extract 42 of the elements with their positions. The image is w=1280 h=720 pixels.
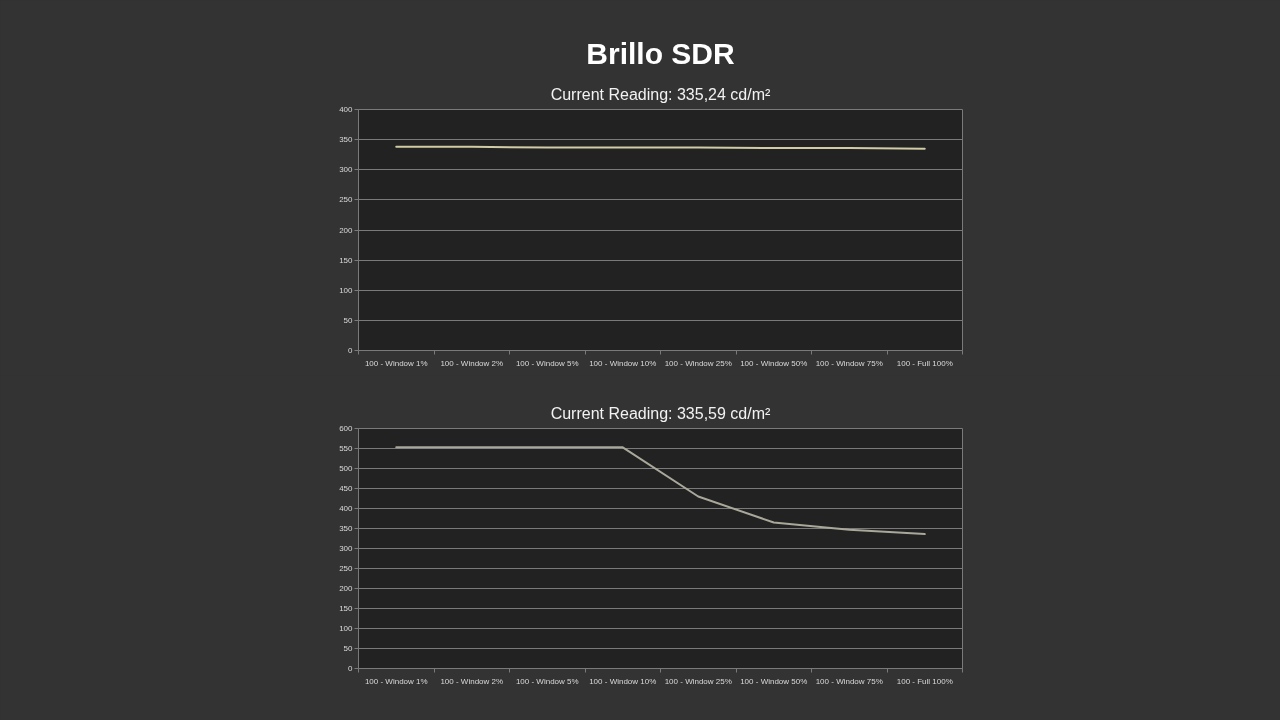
- line-series: [395, 446, 926, 536]
- y-tick-label: 300: [339, 544, 354, 553]
- y-tick-label: 50: [343, 644, 354, 653]
- x-tick-label: 100 - Window 50%: [740, 358, 808, 368]
- x-tick-label: 100 - Window 1%: [364, 676, 428, 686]
- x-tick-label: 100 - Window 5%: [515, 358, 579, 368]
- y-tick-label: 200: [339, 584, 354, 593]
- y-tick-label: 350: [339, 135, 354, 145]
- y-tick-label: 400: [339, 504, 354, 513]
- y-tick-label: 150: [339, 255, 354, 265]
- y-tick-label: 450: [339, 484, 354, 493]
- y-tick-label: 200: [339, 225, 354, 235]
- y-tick-label: 350: [339, 524, 354, 533]
- x-tick-label: 100 - Window 75%: [815, 676, 883, 686]
- x-tick-label: 100 - Window 75%: [815, 358, 883, 368]
- y-tick-label: 500: [339, 464, 354, 473]
- x-tick-label: 100 - Full 100%: [896, 676, 953, 686]
- y-tick-label: 400: [339, 105, 354, 114]
- chart-title: Brillo SDR: [586, 36, 736, 70]
- y-tick-label: 550: [339, 444, 354, 453]
- x-tick-label: 100 - Window 5%: [515, 676, 579, 686]
- y-tick-label: 150: [339, 604, 354, 613]
- x-tick-label: 100 - Window 10%: [589, 358, 657, 368]
- y-tick-label: 0: [348, 664, 354, 673]
- x-tick-label: 100 - Window 10%: [589, 676, 657, 686]
- y-tick-label: 50: [343, 315, 354, 325]
- y-tick-label: 250: [339, 195, 354, 205]
- chart-subtitle: Current Reading: 335,24 cd/m²: [550, 85, 772, 103]
- x-tick-label: 100 - Window 2%: [440, 676, 504, 686]
- y-tick-label: 100: [339, 285, 354, 295]
- y-tick-label: 0: [348, 346, 354, 355]
- y-tick-label: 600: [339, 424, 354, 433]
- chart-subtitle: Current Reading: 335,59 cd/m²: [550, 404, 772, 422]
- y-tick-label: 300: [339, 165, 354, 175]
- x-tick-label: 100 - Window 25%: [664, 676, 732, 686]
- y-tick-label: 100: [339, 624, 354, 633]
- x-tick-label: 100 - Window 2%: [440, 358, 504, 368]
- x-tick-label: 100 - Window 1%: [364, 358, 428, 368]
- y-tick-label: 250: [339, 564, 354, 573]
- x-tick-label: 100 - Window 50%: [740, 676, 808, 686]
- x-tick-label: 100 - Full 100%: [896, 358, 953, 368]
- x-tick-label: 100 - Window 25%: [664, 358, 732, 368]
